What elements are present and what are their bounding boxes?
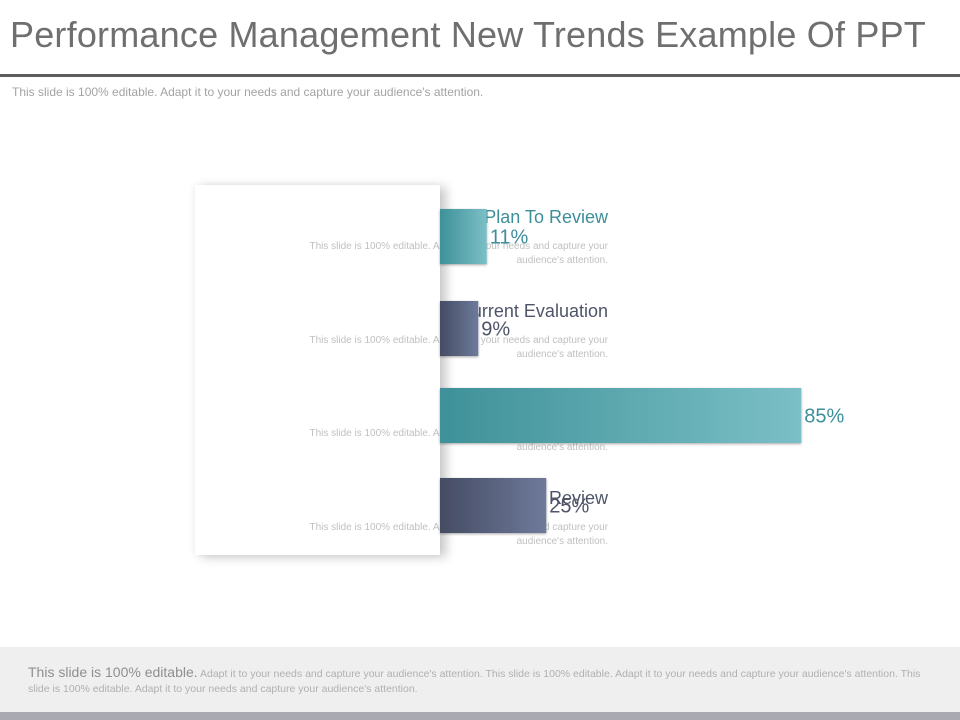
footer-lead: This slide is 100% editable. — [28, 664, 198, 680]
value-label-no-plan-to-review: 25% — [549, 496, 589, 518]
bottom-bar — [0, 712, 960, 720]
bar-review-and-update — [440, 388, 802, 443]
value-label-plan-to-review: 11% — [490, 227, 529, 249]
footer-text-block: This slide is 100% editable. Adapt it to… — [28, 665, 928, 697]
category-label-plan-to-review: Plan To Review — [484, 207, 608, 227]
value-label-review-and-update: 85% — [804, 406, 844, 428]
value-label-current-evaluation: 9% — [481, 319, 510, 341]
bar-plan-to-review — [440, 209, 487, 264]
footer-panel: This slide is 100% editable. Adapt it to… — [0, 647, 960, 712]
category-label-current-evaluation: Current Evaluation — [458, 301, 608, 321]
title-divider — [0, 74, 960, 77]
slide-subtitle: This slide is 100% editable. Adapt it to… — [12, 85, 484, 99]
footer-body: Adapt it to your needs and capture your … — [28, 668, 921, 695]
slide-title: Performance Management New Trends Exampl… — [10, 14, 926, 55]
bar-current-evaluation — [440, 301, 479, 356]
bar-no-plan-to-review — [440, 478, 547, 533]
